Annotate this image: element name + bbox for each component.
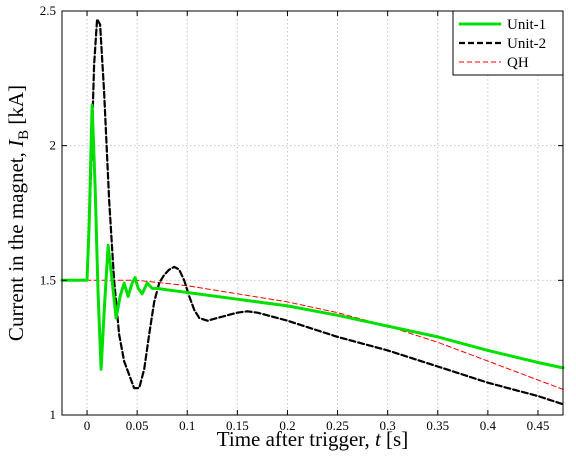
x-tick-label: 0.25: [326, 418, 349, 433]
x-tick-label: 0.2: [279, 418, 295, 433]
x-tick-label: 0.35: [426, 418, 449, 433]
y-tick-label: 1.5: [40, 272, 56, 287]
legend: Unit-1 Unit-2 QH: [452, 10, 564, 76]
x-axis-label-text: Time after trigger,: [217, 427, 375, 451]
y-axis-label-var: I: [4, 139, 28, 148]
series-line-qh: [61, 279, 564, 390]
legend-label-unit-1: Unit-1: [507, 17, 546, 33]
x-tick-label: 0.1: [179, 418, 195, 433]
y-axis-label-unit: [kA]: [4, 85, 28, 130]
ticks: 0 0.05 0.1 0.15 0.2 0.25 0.3 0.35 0.4 0.45 1 1.5 2 2.…: [40, 3, 563, 433]
legend-items: Unit-1 Unit-2 QH: [459, 17, 546, 71]
x-tick-label: 0.4: [480, 418, 497, 433]
series-line-unit-1: [60, 103, 565, 371]
x-axis-label: Time after trigger, t [s]: [217, 427, 408, 451]
x-axis-label-var: t: [375, 427, 382, 451]
series-layer: [60, 18, 565, 406]
y-axis-label-text: Current in the magnet,: [4, 147, 28, 341]
x-axis-label-unit: [s]: [381, 427, 408, 451]
x-tick-label: 0: [84, 418, 91, 433]
legend-label-unit-2: Unit-2: [507, 36, 546, 52]
x-tick-label: 0.45: [527, 418, 550, 433]
y-axis-label: Current in the magnet, IB [kA]: [4, 85, 32, 341]
y-tick-label: 2: [50, 138, 57, 153]
y-axis-label-sub: B: [16, 130, 32, 140]
plot-frame: [61, 10, 564, 416]
x-tick-label: 0.05: [126, 418, 149, 433]
series-line-unit-2: [60, 18, 565, 406]
y-tick-label: 2.5: [40, 3, 56, 18]
x-tick-label: 0.3: [380, 418, 396, 433]
y-tick-label: 1: [50, 407, 57, 422]
legend-label-qh: QH: [507, 55, 529, 71]
x-tick-label: 0.15: [226, 418, 249, 433]
